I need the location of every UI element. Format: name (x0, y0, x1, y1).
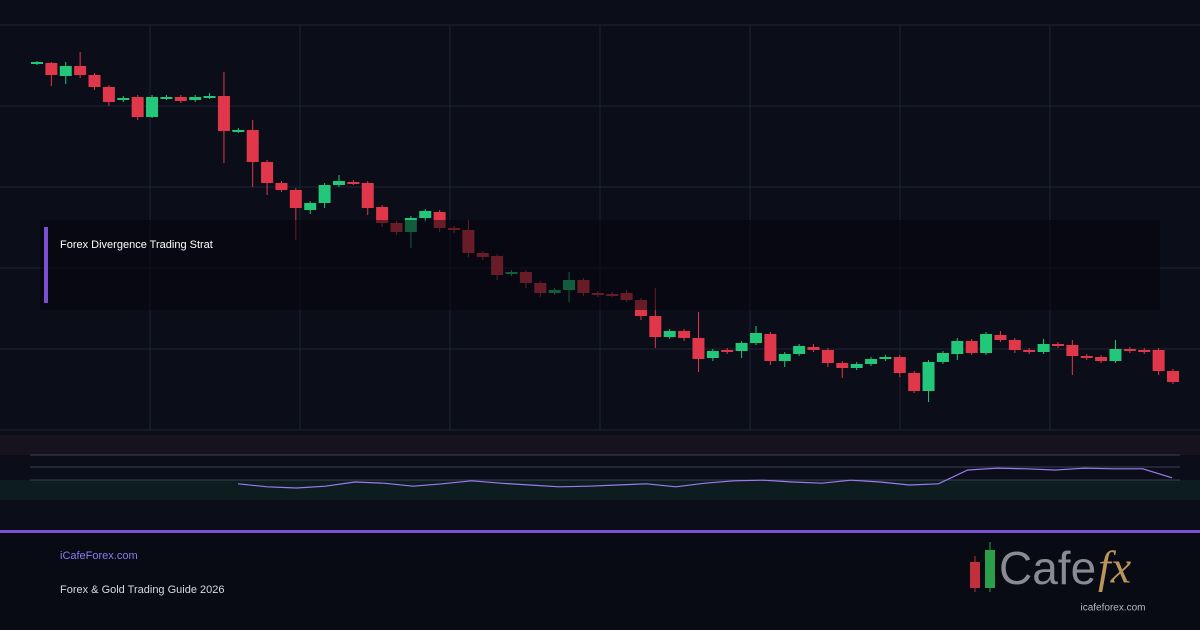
candle-body (318, 185, 331, 203)
candle-body (1037, 344, 1050, 352)
candle-body (922, 362, 935, 391)
candle-body (347, 182, 360, 184)
logo-accent: fx (1098, 542, 1132, 593)
candle-body (764, 334, 777, 361)
candle-body (289, 190, 302, 208)
candle-body (361, 183, 374, 208)
candle-body (1138, 350, 1151, 352)
candle-body (88, 75, 101, 87)
candle-body (102, 87, 115, 102)
candle-body (836, 363, 849, 368)
footer (0, 533, 1200, 630)
candle-body (663, 331, 676, 337)
candle-body (1167, 371, 1179, 382)
indicator-band-bottom (0, 480, 1200, 500)
candle-body (793, 346, 806, 354)
candle-body (189, 97, 202, 100)
candle-body (1023, 350, 1036, 352)
candle-body (246, 130, 259, 162)
candle-body (74, 66, 87, 75)
candle-body (908, 373, 921, 391)
candle-body (821, 350, 834, 363)
candle-body (174, 97, 187, 101)
indicator-line (237, 467, 1173, 489)
logo-candle (985, 550, 995, 588)
candle-body (1051, 344, 1064, 346)
candle-body (1066, 345, 1079, 356)
candle-body (1080, 356, 1093, 358)
candle-body (850, 364, 863, 368)
candle-body (1109, 349, 1122, 361)
candle-body (59, 66, 72, 76)
separator (0, 530, 1200, 533)
candle-body (232, 130, 245, 132)
candle-body (965, 341, 978, 353)
candle-body (994, 335, 1007, 340)
candle-body (146, 97, 159, 117)
candle-body (1008, 340, 1021, 350)
candle-body (749, 333, 762, 343)
candle-body (275, 183, 288, 190)
candle-body (117, 98, 130, 100)
candle-body (1095, 357, 1108, 361)
candle-body (951, 341, 964, 354)
overlay-box (40, 220, 1160, 310)
candle-body (419, 211, 432, 218)
candle-body (778, 354, 791, 361)
candle-body (879, 357, 892, 359)
candle-body (692, 338, 705, 359)
candle-body (45, 63, 58, 75)
candle-body (304, 203, 317, 210)
candle-body (936, 353, 949, 362)
candle-body (980, 334, 993, 353)
footer-subtitle: Forex & Gold Trading Guide 2026 (60, 584, 224, 596)
logo-candle (970, 562, 980, 588)
candle-body (1123, 349, 1136, 351)
candle-body (721, 350, 734, 352)
candle-body (1152, 350, 1165, 371)
indicator-band-top (0, 435, 1200, 455)
candle-body (865, 359, 878, 364)
candle-body (131, 97, 144, 117)
candle-body (261, 162, 274, 183)
footer-site: iCafeForex.com (60, 550, 138, 562)
logo-word: Cafe (999, 542, 1096, 594)
candle-body (893, 357, 906, 373)
candle-body (217, 96, 230, 131)
logo: Cafe fx icafeforex.com (970, 542, 1146, 614)
candle-body (735, 343, 748, 351)
candle-body (807, 347, 820, 350)
candle-body (203, 96, 216, 98)
candle-body (649, 316, 662, 337)
accent-bar (44, 227, 48, 303)
candle-body (160, 97, 173, 99)
logo-url: icafeforex.com (1080, 603, 1145, 614)
candle-body (678, 331, 691, 338)
candle-body (706, 351, 719, 358)
indicator (237, 467, 1173, 489)
candle-body (31, 62, 43, 64)
overlay-title: Forex Divergence Trading Strat (60, 239, 213, 251)
candle-body (332, 181, 345, 185)
candle-body (376, 207, 389, 223)
